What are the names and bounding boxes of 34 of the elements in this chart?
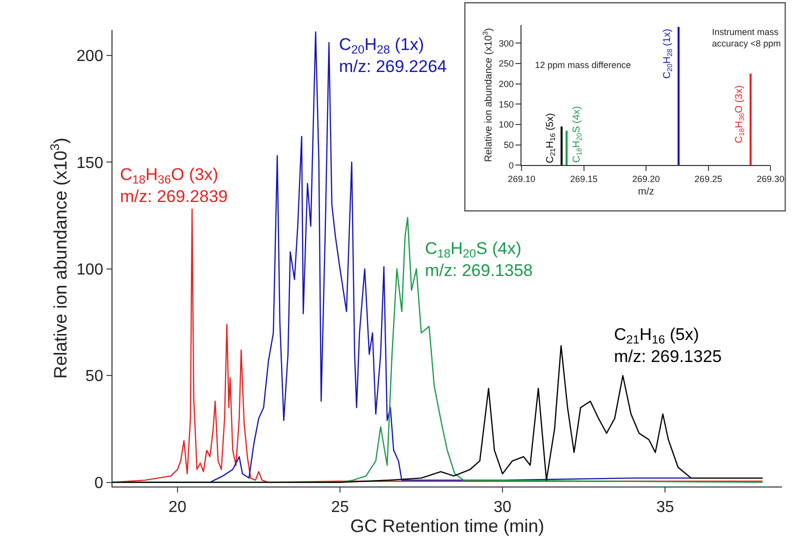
x-tick-label: 269.15 bbox=[570, 174, 598, 184]
x-axis-title: GC Retention time (min) bbox=[350, 516, 544, 536]
series-label: C$_{18}$H$_{36}$O (3x) m/z: 269.2839 bbox=[120, 165, 228, 206]
y-tick-label: 150 bbox=[76, 154, 104, 172]
x-tick-label: 269.20 bbox=[632, 174, 660, 184]
x-tick-label: 20 bbox=[168, 498, 186, 516]
series-label: C$_{21}$H$_{16}$ (5x) m/z: 269.1325 bbox=[614, 325, 722, 366]
y-tick-label: 300 bbox=[498, 38, 514, 48]
bar bbox=[566, 130, 568, 166]
bar bbox=[750, 74, 752, 166]
y-tick-label: 50 bbox=[85, 368, 104, 386]
y-tick-label: 150 bbox=[498, 99, 514, 110]
x-tick-label: 269.25 bbox=[694, 174, 722, 184]
x-tick-label: 30 bbox=[494, 498, 512, 516]
y-tick-label: 0 bbox=[94, 474, 104, 492]
annotation: 12 ppm mass difference bbox=[535, 60, 631, 70]
x-axis-title: m/z bbox=[638, 186, 654, 198]
y-tick-label: 50 bbox=[504, 140, 514, 150]
annotation: Instrument mass accuracy <8 ppm bbox=[712, 27, 781, 49]
y-tick-label: 200 bbox=[498, 78, 514, 89]
bar bbox=[678, 26, 680, 166]
series-label: C$_{20}$H$_{28}$ (1x) m/z: 269.2264 bbox=[339, 35, 447, 76]
y-tick-label: 100 bbox=[498, 120, 514, 130]
y-tick-label: 250 bbox=[498, 58, 514, 69]
x-tick-label: 35 bbox=[656, 498, 674, 516]
x-tick-label: 269.30 bbox=[756, 174, 784, 184]
x-tick-label: 25 bbox=[331, 498, 349, 516]
y-tick-label: 100 bbox=[76, 261, 104, 278]
x-tick-label: 269.10 bbox=[508, 174, 536, 184]
y-tick-label: 0 bbox=[508, 160, 514, 170]
y-tick-label: 200 bbox=[76, 48, 104, 66]
line-series bbox=[112, 345, 764, 483]
series-label: C$_{18}$H$_{20}$S (4x) m/z: 269.1358 bbox=[425, 239, 533, 280]
bar bbox=[560, 126, 563, 166]
